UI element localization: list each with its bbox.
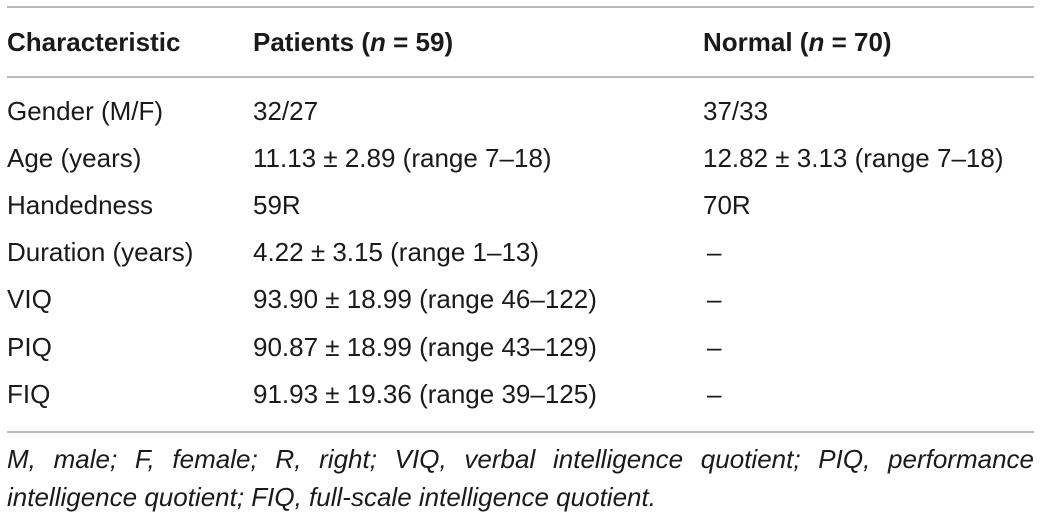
table-row: Gender (M/F) 32/27 37/33 [7, 88, 1034, 134]
row-patients-value: 11.13 ± 2.89 (range 7–18) [253, 143, 552, 173]
table-row: FIQ 91.93 ± 19.36 (range 39–125) – [7, 371, 1034, 417]
row-patients-value: 91.93 ± 19.36 (range 39–125) [253, 379, 597, 409]
table-header-rule [7, 76, 1034, 78]
row-normal-value: – [707, 379, 722, 409]
row-label: Gender (M/F) [7, 96, 164, 126]
header-characteristic: Characteristic [7, 27, 181, 57]
header-normal-n: n [808, 27, 825, 57]
row-patients-value: 93.90 ± 18.99 (range 46–122) [253, 284, 597, 314]
table-top-rule [7, 6, 1034, 8]
row-label: Handedness [7, 190, 153, 220]
table-row: VIQ 93.90 ± 18.99 (range 46–122) – [7, 276, 1034, 322]
row-label: Duration (years) [7, 237, 194, 267]
row-normal-value: 12.82 ± 3.13 (range 7–18) [703, 143, 1004, 173]
header-patients-suffix: = 59) [385, 27, 454, 57]
header-patients: Patients (n = 59) [253, 19, 453, 65]
table-row: Duration (years) 4.22 ± 3.15 (range 1–13… [7, 229, 1034, 275]
header-normal-suffix: = 70) [824, 27, 892, 57]
row-label: FIQ [7, 379, 51, 409]
row-patients-value: 59R [253, 190, 301, 220]
row-normal-value: – [707, 284, 722, 314]
table-bottom-rule [7, 431, 1034, 433]
row-normal-value: – [707, 332, 722, 362]
row-normal-value: – [707, 237, 722, 267]
row-label: Age (years) [7, 143, 142, 173]
row-patients-value: 90.87 ± 18.99 (range 43–129) [253, 332, 597, 362]
header-patients-n: n [370, 27, 386, 57]
row-normal-value: 37/33 [703, 96, 769, 126]
table-header-row: Characteristic Patients (n = 59) Normal … [7, 19, 1034, 65]
row-patients-value: 4.22 ± 3.15 (range 1–13) [253, 237, 540, 267]
header-normal-prefix: Normal ( [703, 27, 809, 57]
table-row: Age (years) 11.13 ± 2.89 (range 7–18) 12… [7, 135, 1034, 181]
header-patients-prefix: Patients ( [253, 27, 371, 57]
table-row: PIQ 90.87 ± 18.99 (range 43–129) – [7, 324, 1034, 370]
table-footnote: M, male; F, female; R, right; VIQ, verba… [7, 444, 1034, 512]
table-row: Handedness 59R 70R [7, 182, 1034, 228]
row-patients-value: 32/27 [253, 96, 319, 126]
row-label: PIQ [7, 332, 52, 362]
row-label: VIQ [7, 284, 52, 314]
row-normal-value: 70R [703, 190, 751, 220]
header-normal: Normal (n = 70) [703, 19, 892, 65]
